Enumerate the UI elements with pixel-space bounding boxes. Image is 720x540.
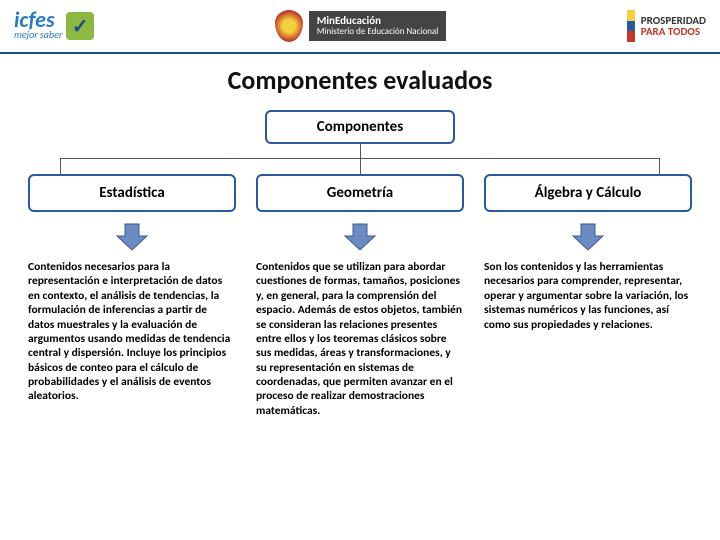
prosperidad-logo: PROSPERIDAD PARA TODOS <box>627 10 706 42</box>
mineducacion-sub: Ministerio de Educación Nacional <box>317 27 439 37</box>
mineducacion-box: MinEducación Ministerio de Educación Nac… <box>309 11 447 41</box>
prosperidad-text: PROSPERIDAD PARA TODOS <box>641 15 706 37</box>
column-body: Contenidos que se utilizan para abordar … <box>256 260 464 418</box>
page-title: Componentes evaluados <box>0 64 720 96</box>
column-body: Son los contenidos y las herramientas ne… <box>484 260 692 332</box>
column-body: Contenidos necesarios para la representa… <box>28 260 236 404</box>
column-head: Estadística <box>28 174 236 212</box>
page-header: icfes mejor saber ✓ MinEducación Ministe… <box>0 0 720 54</box>
arrow-down-icon <box>569 222 607 252</box>
tree-connector <box>60 144 660 174</box>
flag-icon <box>627 10 635 42</box>
mineducacion-logo: MinEducación Ministerio de Educación Nac… <box>275 10 447 42</box>
shield-icon <box>275 10 303 42</box>
column-algebra: Álgebra y Cálculo Son los contenidos y l… <box>484 174 692 418</box>
columns-container: Estadística Contenidos necesarios para l… <box>0 174 720 418</box>
root-node: Componentes <box>265 110 455 144</box>
check-icon: ✓ <box>66 12 94 40</box>
icfes-text: icfes <box>14 11 62 29</box>
column-head: Geometría <box>256 174 464 212</box>
icfes-subtext: mejor saber <box>14 28 62 41</box>
column-estadistica: Estadística Contenidos necesarios para l… <box>28 174 236 418</box>
icfes-logo: icfes mejor saber ✓ <box>14 11 94 42</box>
arrow-down-icon <box>113 222 151 252</box>
arrow-down-icon <box>341 222 379 252</box>
column-head: Álgebra y Cálculo <box>484 174 692 212</box>
column-geometria: Geometría Contenidos que se utilizan par… <box>256 174 464 418</box>
